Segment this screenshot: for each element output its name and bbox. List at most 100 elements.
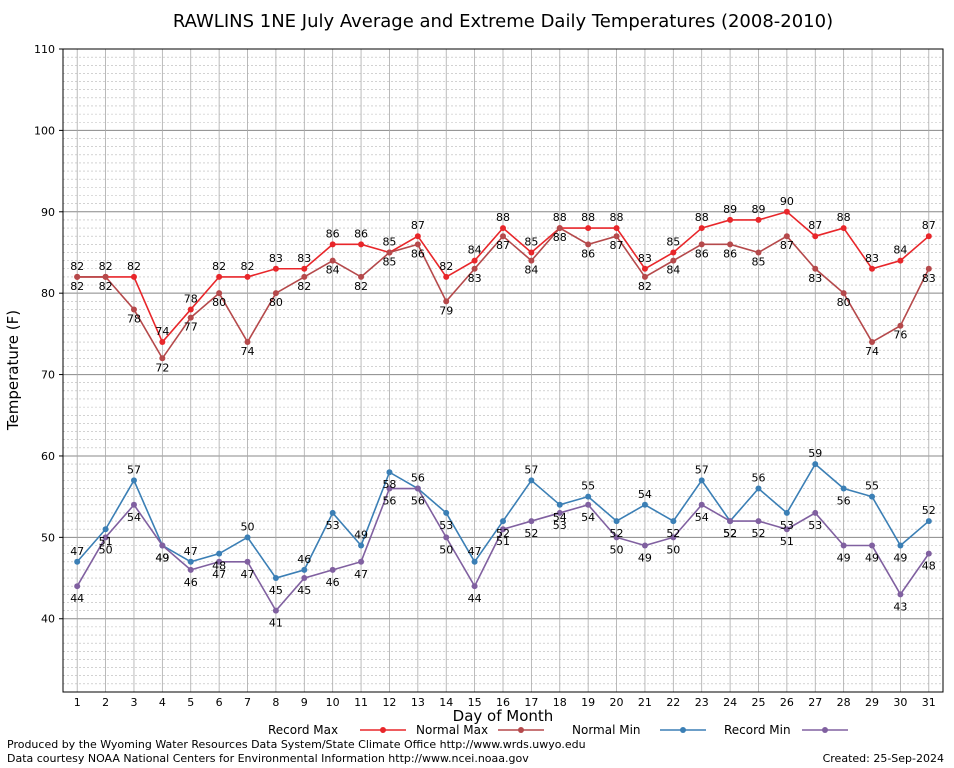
data-point (159, 542, 166, 549)
data-label: 88 (553, 211, 567, 224)
data-point (613, 233, 620, 240)
data-label: 51 (99, 535, 113, 548)
data-point (187, 314, 194, 321)
data-point (925, 550, 932, 557)
data-label: 55 (865, 480, 879, 493)
data-point (187, 566, 194, 573)
data-label: 85 (524, 235, 538, 248)
data-label: 88 (610, 211, 624, 224)
data-point (130, 273, 137, 280)
data-point (301, 265, 308, 272)
data-point (216, 550, 223, 557)
data-label: 41 (269, 617, 283, 630)
data-label: 47 (70, 545, 84, 558)
data-point (925, 233, 932, 240)
data-point (755, 518, 762, 525)
data-label: 49 (155, 551, 169, 564)
data-point (443, 509, 450, 516)
data-label: 52 (610, 527, 624, 540)
data-label: 47 (212, 568, 226, 581)
x-axis-label: Day of Month (453, 707, 554, 725)
data-point (102, 273, 109, 280)
data-label: 49 (865, 551, 879, 564)
chart-title: RAWLINS 1NE July Average and Extreme Dai… (173, 11, 833, 32)
data-label: 74 (865, 345, 879, 358)
data-point (925, 265, 932, 272)
legend-label: Record Max (268, 723, 338, 737)
legend-label: Normal Max (416, 723, 488, 737)
data-point (216, 273, 223, 280)
data-label: 76 (893, 329, 907, 342)
data-label: 84 (893, 244, 907, 257)
data-label: 83 (865, 252, 879, 265)
data-point (301, 566, 308, 573)
data-point (556, 225, 563, 232)
data-point (301, 575, 308, 582)
data-label: 46 (184, 576, 198, 589)
data-point (471, 583, 478, 590)
x-axis-ticks: 1 2 3 4 5 6 7 8 9 10 11 12 13 14 15 16 17 18 19 20 21 22 23 24 2… (74, 696, 936, 709)
data-point (500, 526, 506, 533)
data-point (102, 534, 109, 541)
data-point (840, 290, 847, 297)
data-label: 85 (666, 235, 680, 248)
data-label: 83 (808, 272, 822, 285)
legend-label: Record Min (724, 723, 791, 737)
x-tick-label: 22 (666, 696, 680, 709)
data-label: 84 (524, 264, 538, 277)
data-label: 86 (581, 247, 595, 260)
data-label: 88 (695, 211, 709, 224)
y-tick-label: 110 (34, 43, 55, 56)
data-label: 54 (695, 511, 709, 524)
data-label: 45 (297, 584, 311, 597)
data-point (414, 233, 421, 240)
data-label: 80 (269, 296, 283, 309)
data-point (670, 534, 677, 541)
x-tick-label: 31 (922, 696, 936, 709)
data-point (556, 501, 563, 508)
data-label: 59 (808, 447, 822, 460)
legend-label: Normal Min (572, 723, 641, 737)
data-label: 77 (184, 321, 198, 334)
data-label: 79 (439, 304, 453, 317)
data-point (727, 241, 734, 248)
data-label: 56 (411, 472, 425, 485)
x-tick-label: 14 (439, 696, 453, 709)
data-point (358, 273, 365, 280)
data-label: 85 (382, 255, 396, 268)
data-label: 52 (723, 527, 737, 540)
data-label: 58 (382, 478, 396, 491)
data-label: 54 (581, 511, 595, 524)
data-point (329, 566, 336, 573)
y-tick-label: 70 (41, 369, 55, 382)
y-tick-label: 90 (41, 206, 55, 219)
data-point (216, 558, 223, 565)
data-label: 87 (922, 219, 936, 232)
data-label: 50 (241, 520, 255, 533)
data-point (528, 257, 535, 264)
data-point (812, 265, 819, 272)
data-label: 90 (780, 195, 794, 208)
data-label: 82 (212, 260, 226, 273)
data-label: 88 (837, 211, 851, 224)
data-label: 83 (638, 252, 652, 265)
data-point (272, 265, 279, 272)
data-point (329, 241, 336, 248)
data-point (556, 509, 563, 516)
data-point (755, 249, 762, 256)
data-label: 57 (127, 463, 141, 476)
data-label: 85 (382, 235, 396, 248)
data-point (897, 591, 904, 598)
data-label: 57 (695, 463, 709, 476)
legend-marker (380, 727, 386, 733)
data-point (755, 216, 762, 223)
x-tick-label: 19 (581, 696, 595, 709)
y-axis-label: Temperature (F) (4, 310, 22, 431)
data-label: 52 (922, 504, 936, 517)
data-label: 72 (155, 361, 169, 374)
x-tick-label: 1 (74, 696, 81, 709)
data-label: 52 (496, 527, 510, 540)
data-label: 80 (212, 296, 226, 309)
data-point (386, 469, 393, 476)
data-point (727, 216, 734, 223)
